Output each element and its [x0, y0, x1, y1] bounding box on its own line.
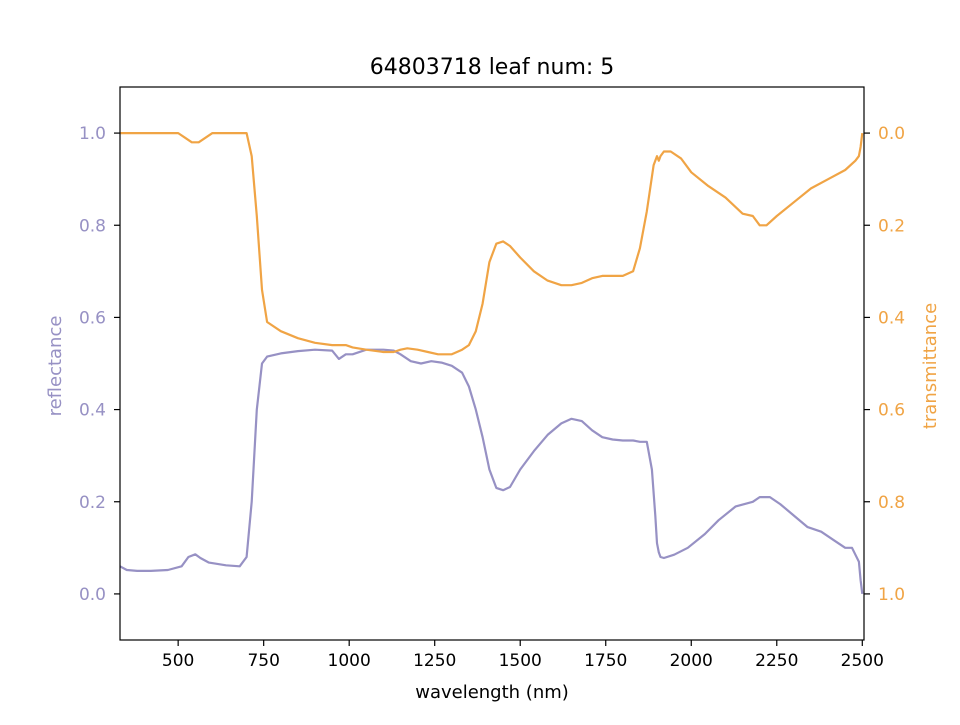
x-tick-label: 1000	[328, 651, 371, 671]
x-tick-label: 750	[247, 651, 279, 671]
x-axis-label: wavelength (nm)	[415, 682, 569, 703]
plot-area	[119, 86, 865, 641]
y-tick-label-left: 0.0	[79, 585, 106, 605]
chart-title: 64803718 leaf num: 5	[370, 55, 615, 80]
y-tick-label-left: 0.4	[79, 401, 106, 421]
y-tick-label-right: 0.8	[878, 493, 905, 513]
x-tick-label: 500	[162, 651, 194, 671]
y-tick-label-left: 1.0	[79, 124, 106, 144]
y-axis-label-left: reflectance	[45, 316, 66, 417]
x-tick-label: 2000	[670, 651, 713, 671]
y-tick-label-right: 0.2	[878, 216, 905, 236]
y-tick-label-left: 0.2	[79, 493, 106, 513]
reflectance-line	[119, 348, 864, 595]
left-y-axis: 0.0 0.2 0.4 0.6 0.8 1.0	[79, 124, 120, 605]
y-tick-label-right: 0.0	[878, 124, 905, 144]
transmittance-line	[120, 132, 864, 356]
x-axis: 500 750 1000 1250 1500 1750 2000 2250 2500	[162, 640, 884, 671]
x-tick-label: 1750	[584, 651, 627, 671]
y-tick-label-left: 0.8	[79, 216, 106, 236]
plot-frame	[119, 86, 865, 641]
x-tick-label: 2500	[841, 651, 884, 671]
y-axis-label-right: transmittance	[920, 303, 941, 429]
y-tick-label-left: 0.6	[79, 308, 106, 328]
y-tick-label-right: 0.4	[878, 308, 905, 328]
right-y-axis: 0.0 0.2 0.4 0.6 0.8 1.0	[864, 124, 905, 605]
x-tick-label: 2250	[755, 651, 798, 671]
y-tick-label-right: 0.6	[878, 401, 905, 421]
x-tick-label: 1500	[499, 651, 542, 671]
y-tick-label-right: 1.0	[878, 585, 905, 605]
x-tick-label: 1250	[413, 651, 456, 671]
